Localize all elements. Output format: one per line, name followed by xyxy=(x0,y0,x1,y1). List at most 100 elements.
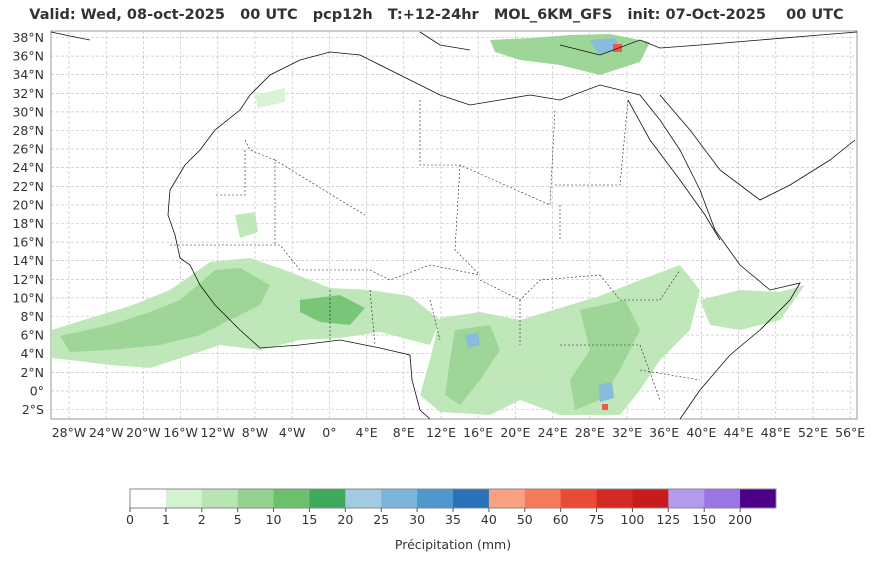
colorbar-tick-label: 200 xyxy=(728,512,752,527)
lat-label: 2°N xyxy=(20,365,44,380)
latitude-labels: 38°N 36°N 34°N 32°N 30°N 28°N 26°N 24°N 22°N 20°N… xyxy=(12,30,44,417)
lon-label: 16°W xyxy=(163,425,198,440)
lat-label: 6°N xyxy=(20,328,44,343)
lon-label: 48°E xyxy=(761,425,791,440)
lon-label: 16°E xyxy=(463,425,493,440)
lon-label: 4°E xyxy=(356,425,378,440)
lon-label: 36°E xyxy=(649,425,679,440)
colorbar-cell xyxy=(488,489,526,508)
lat-label: 16°N xyxy=(12,235,44,250)
colorbar-cell xyxy=(704,489,741,508)
lon-label: 56°E xyxy=(835,425,865,440)
precip-east-core xyxy=(570,300,640,410)
precipitation-areas xyxy=(52,34,805,415)
precip-guinea-core xyxy=(300,295,365,325)
colorbar-tick-label: 10 xyxy=(266,512,282,527)
lon-label: 12°W xyxy=(201,425,236,440)
colorbar-tick-label: 100 xyxy=(621,512,645,527)
europe-coast xyxy=(50,31,858,56)
lat-label: 18°N xyxy=(12,216,44,231)
colorbar-tick-label: 15 xyxy=(301,512,317,527)
colorbar-cell xyxy=(560,489,598,508)
colorbar-cell xyxy=(309,489,346,508)
colorbar-tick-label: 75 xyxy=(589,512,605,527)
precip-med-red xyxy=(613,44,622,52)
lon-label: 0° xyxy=(322,425,336,440)
colorbar-cell xyxy=(381,489,418,508)
colorbar-cell xyxy=(740,489,777,508)
lat-label: 2°S xyxy=(22,402,44,417)
colorbar-tick-label: 2 xyxy=(198,512,206,527)
lon-label: 4°W xyxy=(279,425,306,440)
country-borders xyxy=(170,99,701,401)
precip-red-1 xyxy=(602,404,608,410)
precip-central-core xyxy=(445,325,500,405)
lat-label: 24°N xyxy=(12,160,44,175)
colorbar-tick-label: 1 xyxy=(162,512,170,527)
colorbar-cell xyxy=(345,489,382,508)
colorbar-cells xyxy=(130,489,777,508)
lon-label: 28°E xyxy=(575,425,605,440)
colorbar-tick-label: 30 xyxy=(409,512,425,527)
lat-label: 0° xyxy=(30,383,44,398)
colorbar-tick-label: 5 xyxy=(234,512,242,527)
colorbar-cell xyxy=(596,489,633,508)
colorbar-tick-label: 20 xyxy=(337,512,353,527)
lat-label: 22°N xyxy=(12,179,44,194)
lat-label: 38°N xyxy=(12,30,44,45)
lon-label: 32°E xyxy=(612,425,642,440)
lat-label: 26°N xyxy=(12,142,44,157)
lat-label: 20°N xyxy=(12,197,44,212)
precip-sahel-spot xyxy=(235,212,258,238)
lon-label: 12°E xyxy=(426,425,456,440)
colorbar-cell xyxy=(130,489,167,508)
map-title: Valid: Wed, 08-oct-2025 00 UTC pcp12h T:… xyxy=(29,7,844,23)
lon-label: 52°E xyxy=(798,425,828,440)
longitude-labels: 28°W 24°W 20°W 16°W 12°W 8°W 4°W 0° 4°E 8°E 12°E 16… xyxy=(52,425,866,440)
lat-label: 4°N xyxy=(20,346,44,361)
colorbar-label: Précipitation (mm) xyxy=(395,537,511,552)
lon-label: 20°E xyxy=(500,425,530,440)
colorbar-cell xyxy=(453,489,490,508)
colorbar-ticks: 0 1 2 5 10 15 20 25 30 35 40 50 60 75 100 125 150 200 xyxy=(126,508,752,527)
colorbar-cell xyxy=(417,489,454,508)
lon-label: 40°E xyxy=(686,425,716,440)
colorbar-cell xyxy=(165,489,203,508)
precip-blue-2 xyxy=(598,382,614,402)
lon-label: 8°E xyxy=(393,425,415,440)
lat-label: 30°N xyxy=(12,104,44,119)
lat-label: 12°N xyxy=(12,272,44,287)
red-sea-coast xyxy=(627,94,856,241)
precip-blue-1 xyxy=(465,333,480,348)
lat-label: 28°N xyxy=(12,123,44,138)
colorbar-cell xyxy=(632,489,669,508)
africa-coastline xyxy=(167,51,801,420)
colorbar-tick-label: 35 xyxy=(445,512,461,527)
precip-morocco-spot xyxy=(255,88,285,108)
colorbar-tick-label: 150 xyxy=(692,512,716,527)
colorbar-cell xyxy=(237,489,275,508)
colorbar-tick-label: 0 xyxy=(126,512,134,527)
lat-label: 36°N xyxy=(12,49,44,64)
colorbar-tick-label: 60 xyxy=(553,512,569,527)
colorbar-tick-label: 50 xyxy=(517,512,533,527)
lat-label: 10°N xyxy=(12,290,44,305)
border-lines-south xyxy=(170,244,701,401)
colorbar-cell xyxy=(668,489,705,508)
colorbar-tick-label: 40 xyxy=(481,512,497,527)
precip-west-africa-core xyxy=(60,268,270,352)
border-lines-north xyxy=(215,99,629,276)
lat-label: 34°N xyxy=(12,67,44,82)
precip-central-africa xyxy=(420,265,700,415)
coastlines xyxy=(50,31,858,420)
colorbar-tick-label: 125 xyxy=(656,512,680,527)
precip-horn xyxy=(700,285,805,330)
colorbar-cell xyxy=(201,489,239,508)
lat-label: 8°N xyxy=(20,309,44,324)
lat-label: 32°N xyxy=(12,86,44,101)
lon-label: 20°W xyxy=(126,425,161,440)
lon-label: 44°E xyxy=(724,425,754,440)
lon-label: 28°W xyxy=(52,425,87,440)
lon-label: 24°E xyxy=(538,425,568,440)
lon-label: 8°W xyxy=(242,425,269,440)
